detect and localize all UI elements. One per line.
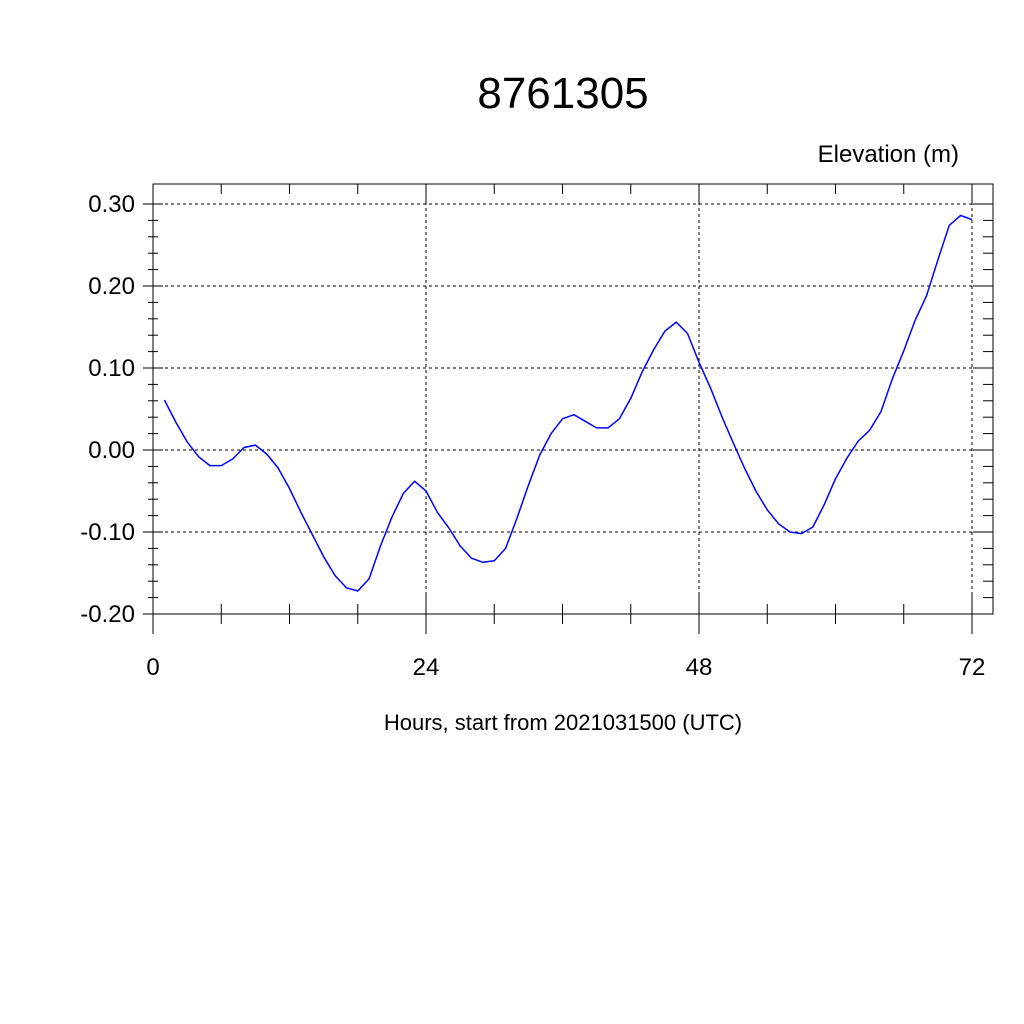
y-tick-label: -0.10 bbox=[80, 519, 135, 546]
x-tick-label: 48 bbox=[686, 654, 713, 681]
y-tick-label: 0.20 bbox=[88, 273, 135, 300]
ticks bbox=[143, 184, 993, 634]
y-tick-label: 0.10 bbox=[88, 355, 135, 382]
series-line bbox=[163, 214, 973, 592]
y-axis-label: Elevation (m) bbox=[818, 141, 959, 168]
x-tick-label: 72 bbox=[959, 654, 986, 681]
tick-labels: -0.20 -0.10 0.00 0.10 0.20 0.30 0 24 48 72 bbox=[80, 191, 985, 681]
plot-frame bbox=[152, 183, 994, 615]
chart-title: 8761305 bbox=[477, 69, 648, 118]
series bbox=[163, 214, 973, 592]
y-tick-label: 0.30 bbox=[88, 191, 135, 218]
grid bbox=[152, 184, 993, 615]
x-tick-label: 24 bbox=[413, 654, 440, 681]
y-tick-label: -0.20 bbox=[80, 601, 135, 628]
y-tick-label: 0.00 bbox=[88, 437, 135, 464]
x-tick-label: 0 bbox=[146, 654, 159, 681]
x-axis-label: Hours, start from 2021031500 (UTC) bbox=[384, 710, 742, 735]
